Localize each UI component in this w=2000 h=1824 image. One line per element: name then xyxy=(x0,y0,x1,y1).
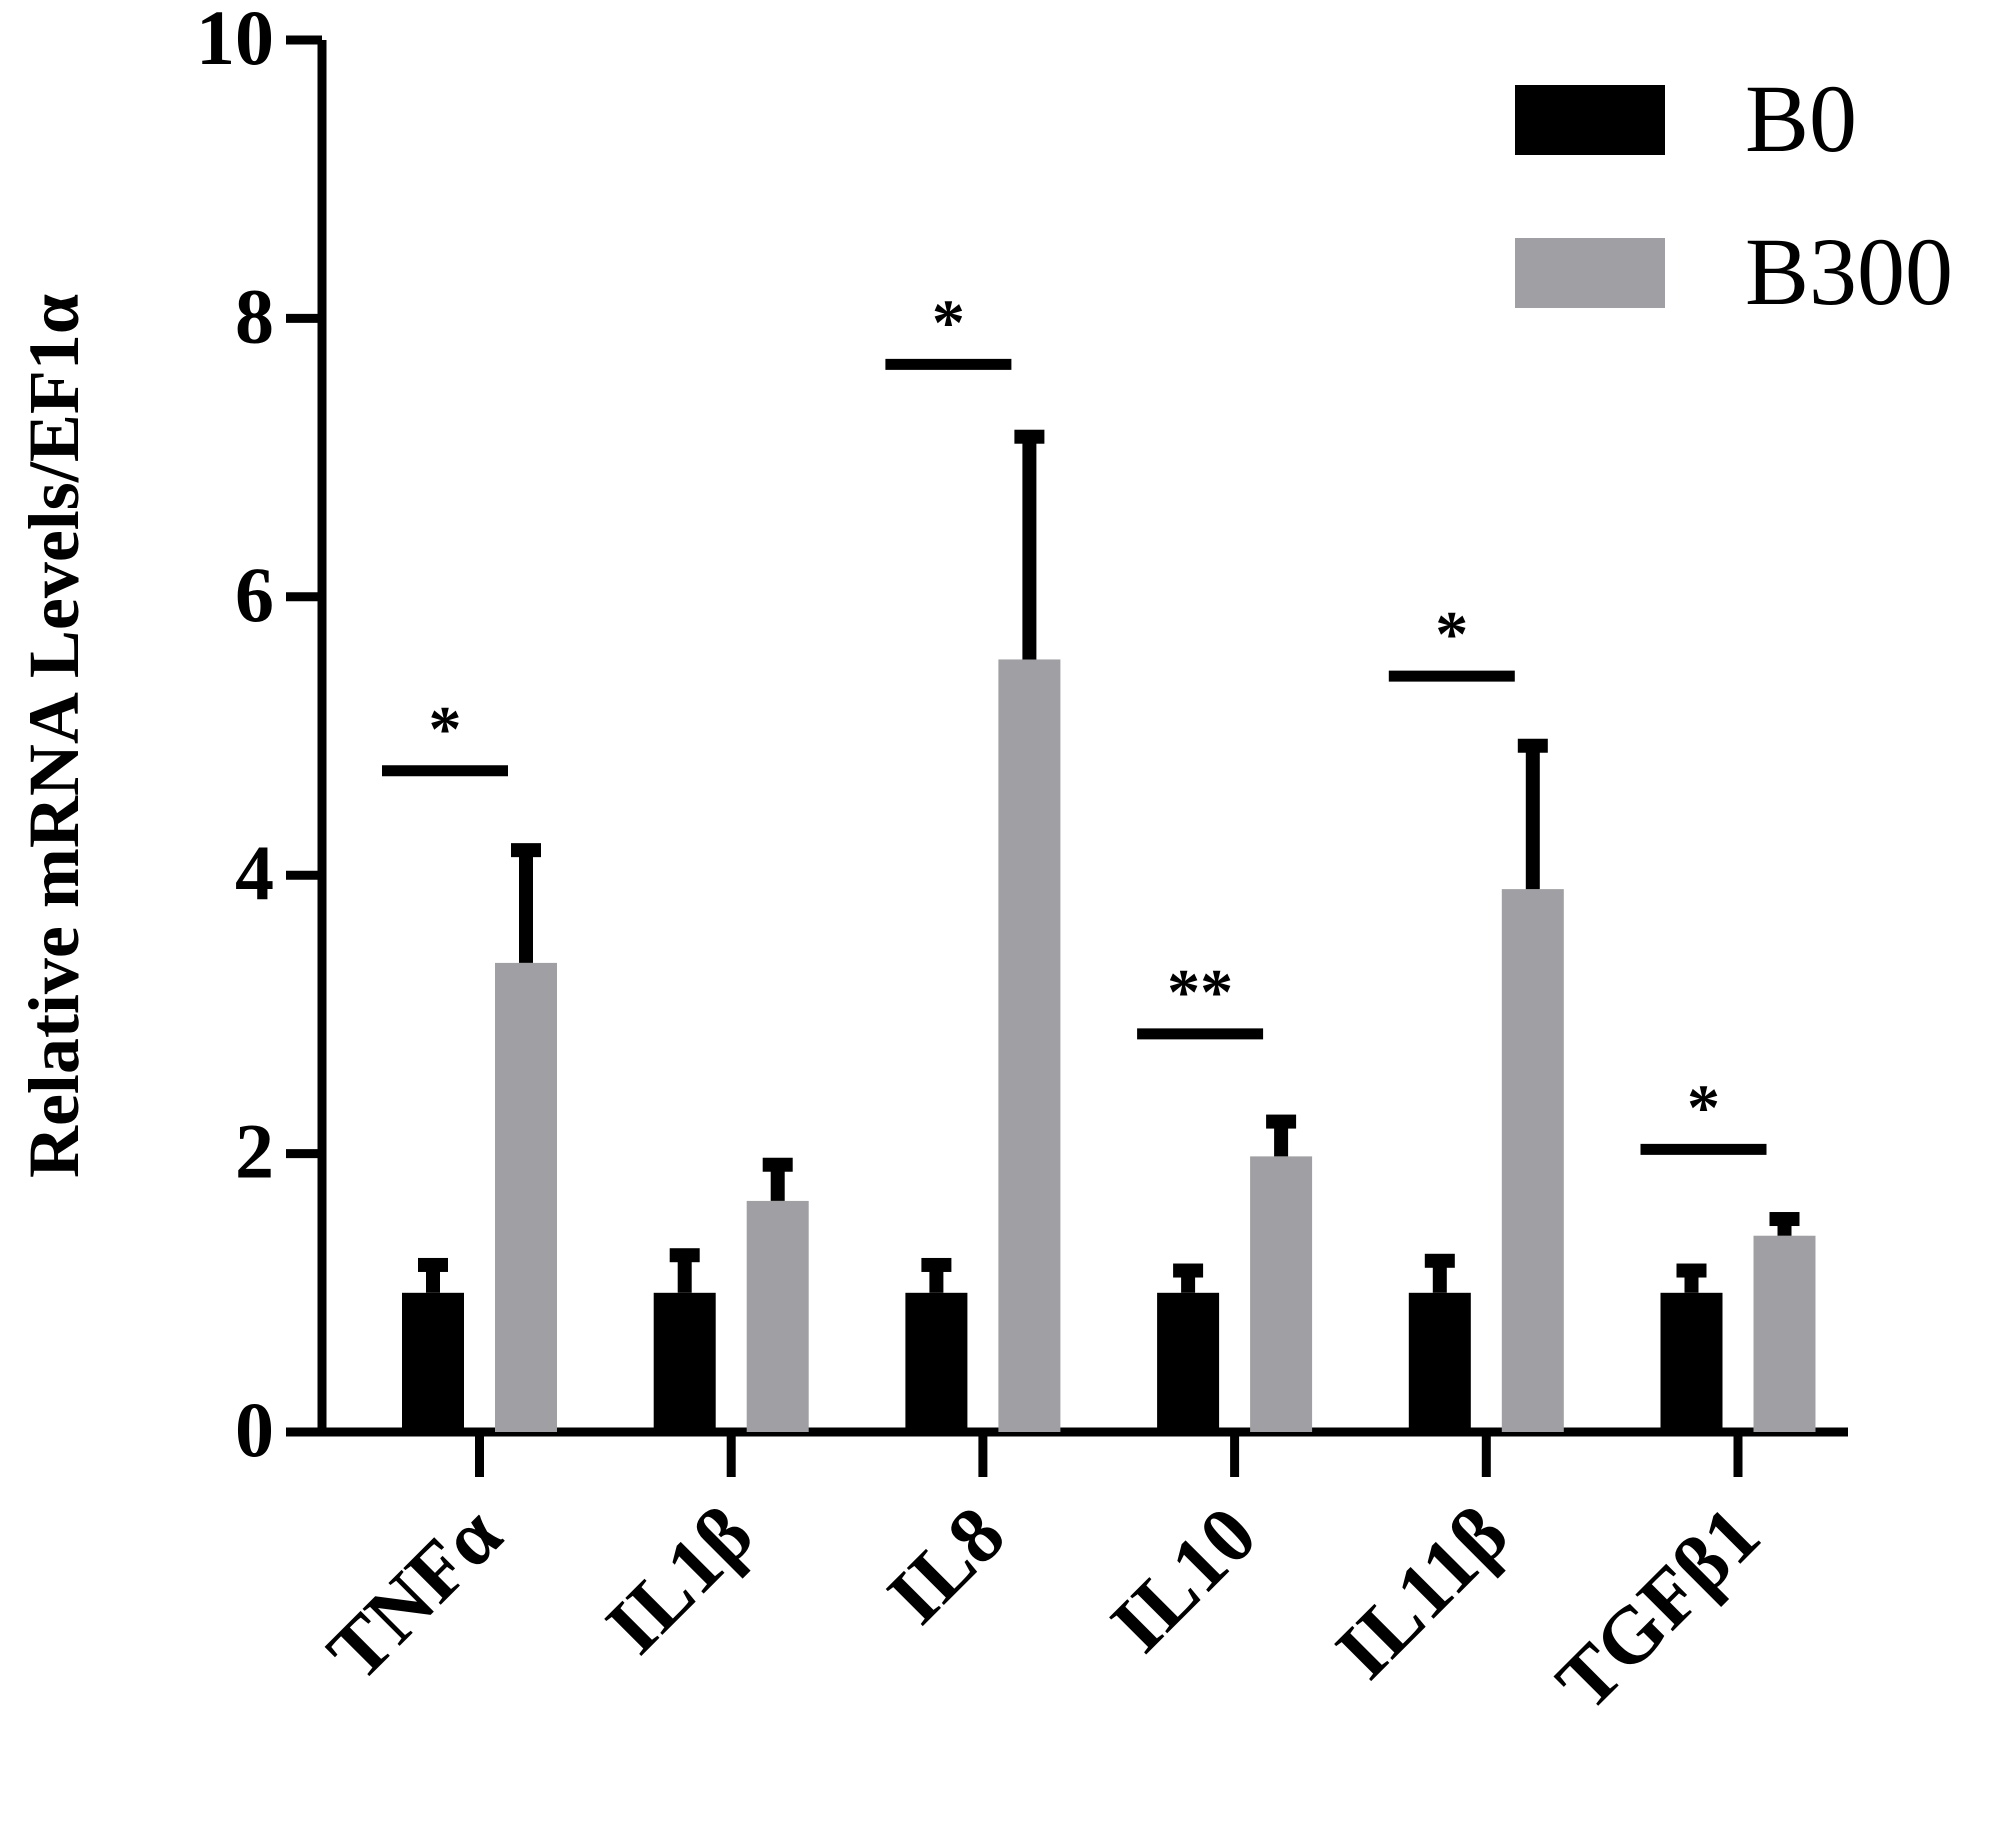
error-bar-cap xyxy=(511,843,541,858)
y-axis-ticks: 0 2 4 6 8 10 xyxy=(196,0,322,1473)
error-bar-cap xyxy=(669,1248,700,1263)
bar-b0 xyxy=(1157,1292,1220,1432)
y-axis-title-group: Relative mRNA Levels/EF1α xyxy=(14,294,94,1178)
bar-b300 xyxy=(1501,889,1564,1432)
bar-b0 xyxy=(905,1292,968,1432)
bar-b0 xyxy=(1660,1292,1723,1432)
error-bar-cap xyxy=(1173,1263,1204,1278)
x-tick-label: TNFα xyxy=(311,1491,518,1698)
error-bar-cap xyxy=(762,1157,793,1172)
error-bar-cap xyxy=(1676,1263,1707,1278)
bar-b300 xyxy=(998,659,1061,1432)
y-tick-label: 0 xyxy=(235,1386,274,1473)
x-tick-label: IL1β xyxy=(590,1491,770,1671)
bar-b300 xyxy=(495,962,557,1432)
bar-b300 xyxy=(746,1200,809,1432)
x-tick-label: TGFβ1 xyxy=(1540,1491,1777,1728)
error-bar-cap xyxy=(1517,738,1548,753)
bar-b0 xyxy=(402,1292,464,1432)
error-bar-cap xyxy=(1266,1114,1297,1129)
x-axis-ticks: TNFα IL1β IL8 IL10 IL11β TGFβ1 xyxy=(311,1432,1777,1728)
error-bar-cap xyxy=(921,1257,952,1272)
bar-b0 xyxy=(1408,1292,1471,1432)
error-bars xyxy=(418,429,1800,1293)
bars xyxy=(402,659,1816,1432)
legend-label-b300: B300 xyxy=(1745,218,1953,325)
y-tick-label: 2 xyxy=(235,1108,274,1195)
legend-swatch-b300 xyxy=(1515,238,1665,308)
y-tick-label: 6 xyxy=(235,551,274,638)
significance-label: ** xyxy=(1167,956,1233,1029)
y-tick-label: 10 xyxy=(196,0,274,81)
error-bar-cap xyxy=(1424,1253,1455,1268)
error-bar-cap xyxy=(418,1257,448,1272)
bar-b300 xyxy=(1250,1156,1313,1432)
legend-label-b0: B0 xyxy=(1745,65,1857,172)
y-axis-title: Relative mRNA Levels/EF1α xyxy=(14,294,94,1178)
significance-label: * xyxy=(1687,1071,1720,1144)
significance-label: * xyxy=(429,693,462,766)
legend-swatch-b0 xyxy=(1515,85,1665,155)
legend: B0 B300 xyxy=(1515,65,1953,325)
y-tick-label: 4 xyxy=(235,829,274,916)
significance-label: * xyxy=(1435,598,1468,671)
x-tick-label: IL11β xyxy=(1320,1491,1525,1696)
significance-label: * xyxy=(932,286,965,359)
bar-b0 xyxy=(653,1292,716,1432)
x-tick-label: IL8 xyxy=(871,1491,1021,1641)
axes xyxy=(317,40,1848,1437)
x-tick-label: IL10 xyxy=(1095,1491,1274,1670)
error-bar-cap xyxy=(1014,429,1045,444)
error-bar-cap xyxy=(1769,1212,1800,1227)
bar-b300 xyxy=(1753,1235,1816,1432)
y-tick-label: 8 xyxy=(235,272,274,359)
significance-markers: ****** xyxy=(382,286,1767,1155)
